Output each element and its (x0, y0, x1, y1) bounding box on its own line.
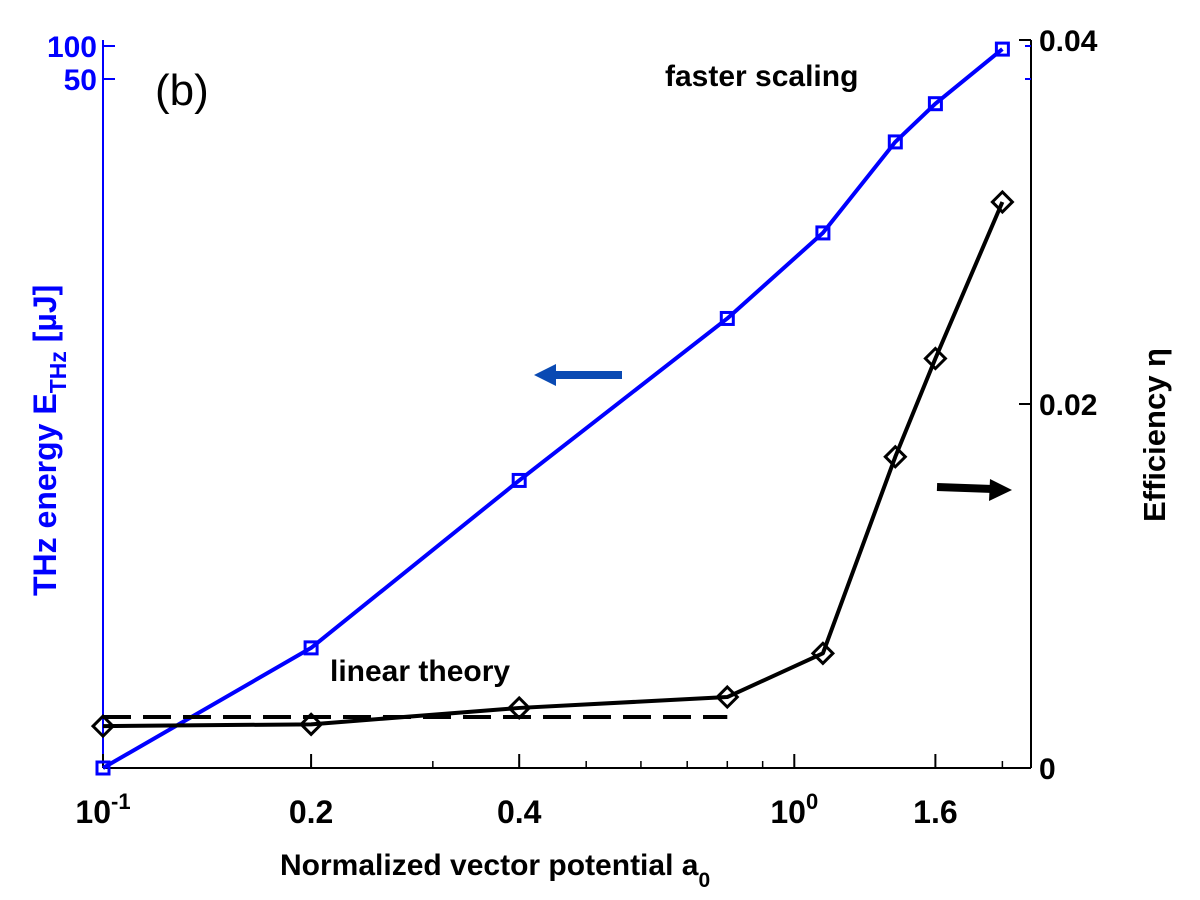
y-left-tick-label: 50 (64, 64, 97, 97)
efficiency-marker (883, 444, 908, 469)
efficiency-marker (923, 346, 948, 371)
x-tick-label: 10-1 (75, 789, 130, 830)
arrow-left-energy (534, 364, 622, 386)
x-tick-exponent: -1 (111, 789, 131, 814)
efficiency-marker (715, 684, 740, 710)
x-tick-label: 1.6 (913, 794, 957, 830)
y-left-axis-label: THz energy ETHz [µJ] (27, 285, 71, 596)
y-right-tick-label: 0.02 (1039, 389, 1097, 422)
energy-marker (511, 472, 527, 488)
energy-marker (927, 96, 943, 112)
arrow-right-efficiency (936, 479, 1012, 501)
x-axis-label-sub: 0 (698, 869, 710, 892)
x-tick-label: 0.4 (497, 794, 542, 830)
efficiency-marker (90, 714, 116, 739)
y-right-tick-label: 0.04 (1039, 25, 1098, 58)
y-left-axis-label-sub: THz (45, 351, 71, 393)
annotation-linear-theory: linear theory (330, 655, 510, 688)
efficiency-marker (810, 641, 836, 666)
x-tick-exponent: 0 (806, 789, 818, 814)
energy-marker (887, 134, 903, 150)
series-line-energy (102, 47, 1004, 770)
y-right-tick-label: 0 (1039, 753, 1056, 786)
energy-marker (719, 310, 735, 326)
efficiency-marker (298, 712, 324, 737)
y-left-axis-label-main: THz energy E (27, 393, 63, 596)
y-left-axis-label-unit: [µJ] (27, 285, 63, 351)
x-tick-label: 0.2 (289, 794, 333, 830)
energy-marker (994, 41, 1010, 57)
x-tick-base: 10 (75, 794, 111, 830)
series-layer (90, 41, 1015, 776)
x-axis-label-main: Normalized vector potential a (280, 849, 699, 882)
panel-label: (b) (155, 66, 209, 115)
x-tick-label: 100 (770, 789, 818, 830)
energy-marker (95, 760, 111, 776)
series-line-efficiency (102, 201, 1005, 729)
energy-marker (815, 225, 831, 241)
efficiency-marker (990, 189, 1015, 215)
annotation-faster-scaling: faster scaling (665, 60, 858, 93)
y-right-axis-label: Efficiency η (1137, 348, 1172, 522)
x-axis-label: Normalized vector potential a0 (280, 849, 710, 892)
energy-marker (303, 640, 319, 656)
x-tick-base: 10 (770, 794, 806, 830)
y-left-tick-label: 100 (47, 31, 97, 64)
